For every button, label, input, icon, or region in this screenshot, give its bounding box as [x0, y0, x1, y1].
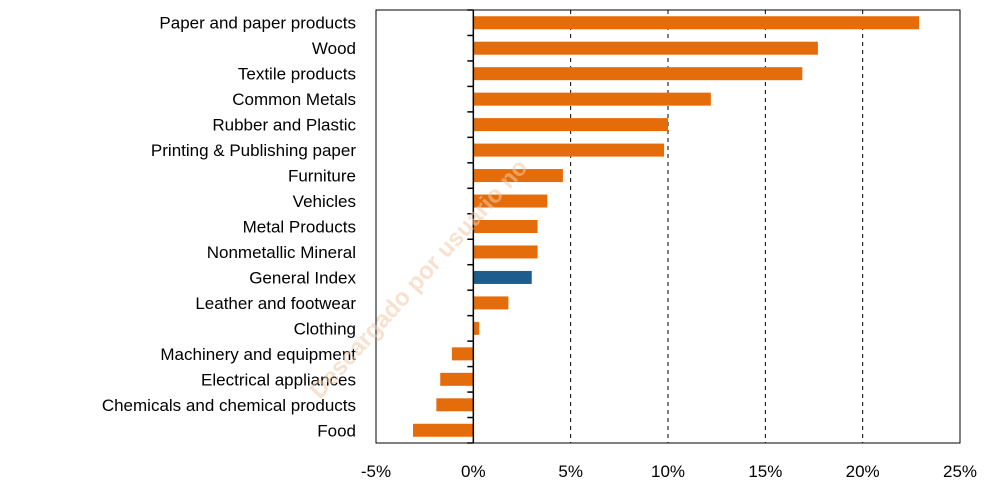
category-label: Wood [312, 39, 356, 58]
category-label: Furniture [288, 167, 356, 186]
bar [473, 245, 538, 259]
category-label: Leather and footwear [195, 294, 356, 313]
bar [473, 92, 711, 106]
category-label: Common Metals [232, 90, 356, 109]
category-label: Paper and paper products [159, 14, 356, 33]
category-label: Machinery and equipment [160, 345, 356, 364]
bar [473, 67, 803, 81]
bar [473, 194, 548, 208]
bar [451, 347, 474, 361]
category-label: Nonmetallic Mineral [207, 243, 356, 262]
category-label: Printing & Publishing paper [151, 141, 356, 160]
x-tick-labels: -5% 0% 5% 10% 15% 20% 25% [361, 462, 977, 481]
category-label: Electrical appliances [201, 370, 356, 389]
category-label: Rubber and Plastic [212, 116, 356, 135]
bar [440, 372, 474, 386]
x-tick-label: 25% [943, 462, 977, 481]
category-label: Metal Products [243, 218, 356, 237]
x-tick-label: -5% [361, 462, 391, 481]
bar [473, 321, 480, 335]
bar [473, 143, 665, 157]
bar [436, 398, 474, 412]
category-label: Food [317, 421, 356, 440]
x-tick-label: 15% [748, 462, 782, 481]
bars [412, 16, 920, 437]
x-tick-label: 0% [461, 462, 486, 481]
category-label: Chemicals and chemical products [102, 396, 356, 415]
bar [473, 220, 538, 233]
x-tick-label: 20% [846, 462, 880, 481]
x-tick-label: 10% [651, 462, 685, 481]
category-label: Textile products [238, 65, 356, 84]
bar [473, 16, 920, 30]
zero-axis [467, 9, 475, 444]
category-label: General Index [249, 268, 356, 287]
grid-lines [570, 10, 864, 443]
category-labels: Paper and paper products Wood Textile prod… [102, 14, 357, 441]
bar [473, 41, 818, 55]
bar [473, 296, 509, 310]
category-label: Vehicles [293, 192, 356, 211]
x-tick-label: 5% [558, 462, 583, 481]
bar [473, 270, 532, 284]
category-label: Clothing [294, 319, 356, 338]
bar [473, 169, 563, 183]
bar [473, 118, 668, 132]
bar [412, 423, 474, 437]
